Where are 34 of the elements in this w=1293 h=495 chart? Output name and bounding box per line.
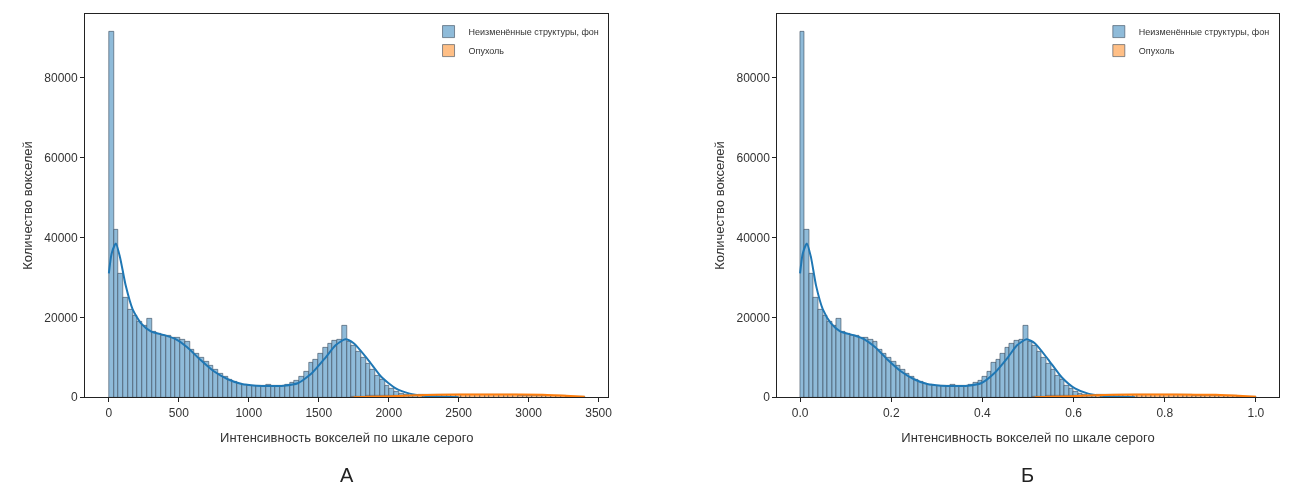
y-tick-label: 20000 [736,310,771,325]
y-tick-label: 0 [70,390,78,405]
y-tick-label: 40000 [736,230,771,245]
x-tick-label: 0.2 [882,405,900,420]
x-tick-label: 1.0 [1247,405,1265,420]
y-tick-label: 80000 [44,70,78,85]
y-tick-label: 80000 [736,70,771,85]
x-axis-title: Интенсивность вокселей по шкале серого [220,430,474,446]
legend-label: Опухоль [1138,46,1175,57]
x-tick-label: 3500 [585,405,613,420]
x-tick-label: 1500 [305,405,333,420]
x-tick-label: 1000 [235,405,263,420]
legend-label: Неизменённые структуры, фон [468,27,599,38]
x-tick-label: 0.8 [1156,405,1174,420]
y-axis-title: Количество вокселей [712,141,728,270]
legend-label: Опухоль [468,46,505,57]
x-tick-label: 0 [105,405,113,420]
y-tick-label: 0 [763,390,771,405]
text: А [340,464,354,486]
x-tick-label: 500 [168,405,190,420]
x-tick-label: 0.6 [1065,405,1083,420]
y-tick-label: 60000 [44,150,78,165]
y-tick-label: 40000 [44,230,78,245]
x-tick-label: 2500 [445,405,473,420]
x-axis-title: Интенсивность вокселей по шкале серого [901,430,1155,446]
x-tick-label: 0.4 [974,405,992,420]
y-tick-label: 60000 [736,150,771,165]
text: Б [1021,464,1035,486]
y-tick-label: 20000 [44,310,78,325]
x-tick-label: 3000 [515,405,543,420]
y-axis-title: Количество вокселей [20,141,36,270]
x-tick-label: 2000 [375,405,403,420]
legend-label: Неизменённые структуры, фон [1138,27,1270,38]
x-tick-label: 0.0 [791,405,809,420]
